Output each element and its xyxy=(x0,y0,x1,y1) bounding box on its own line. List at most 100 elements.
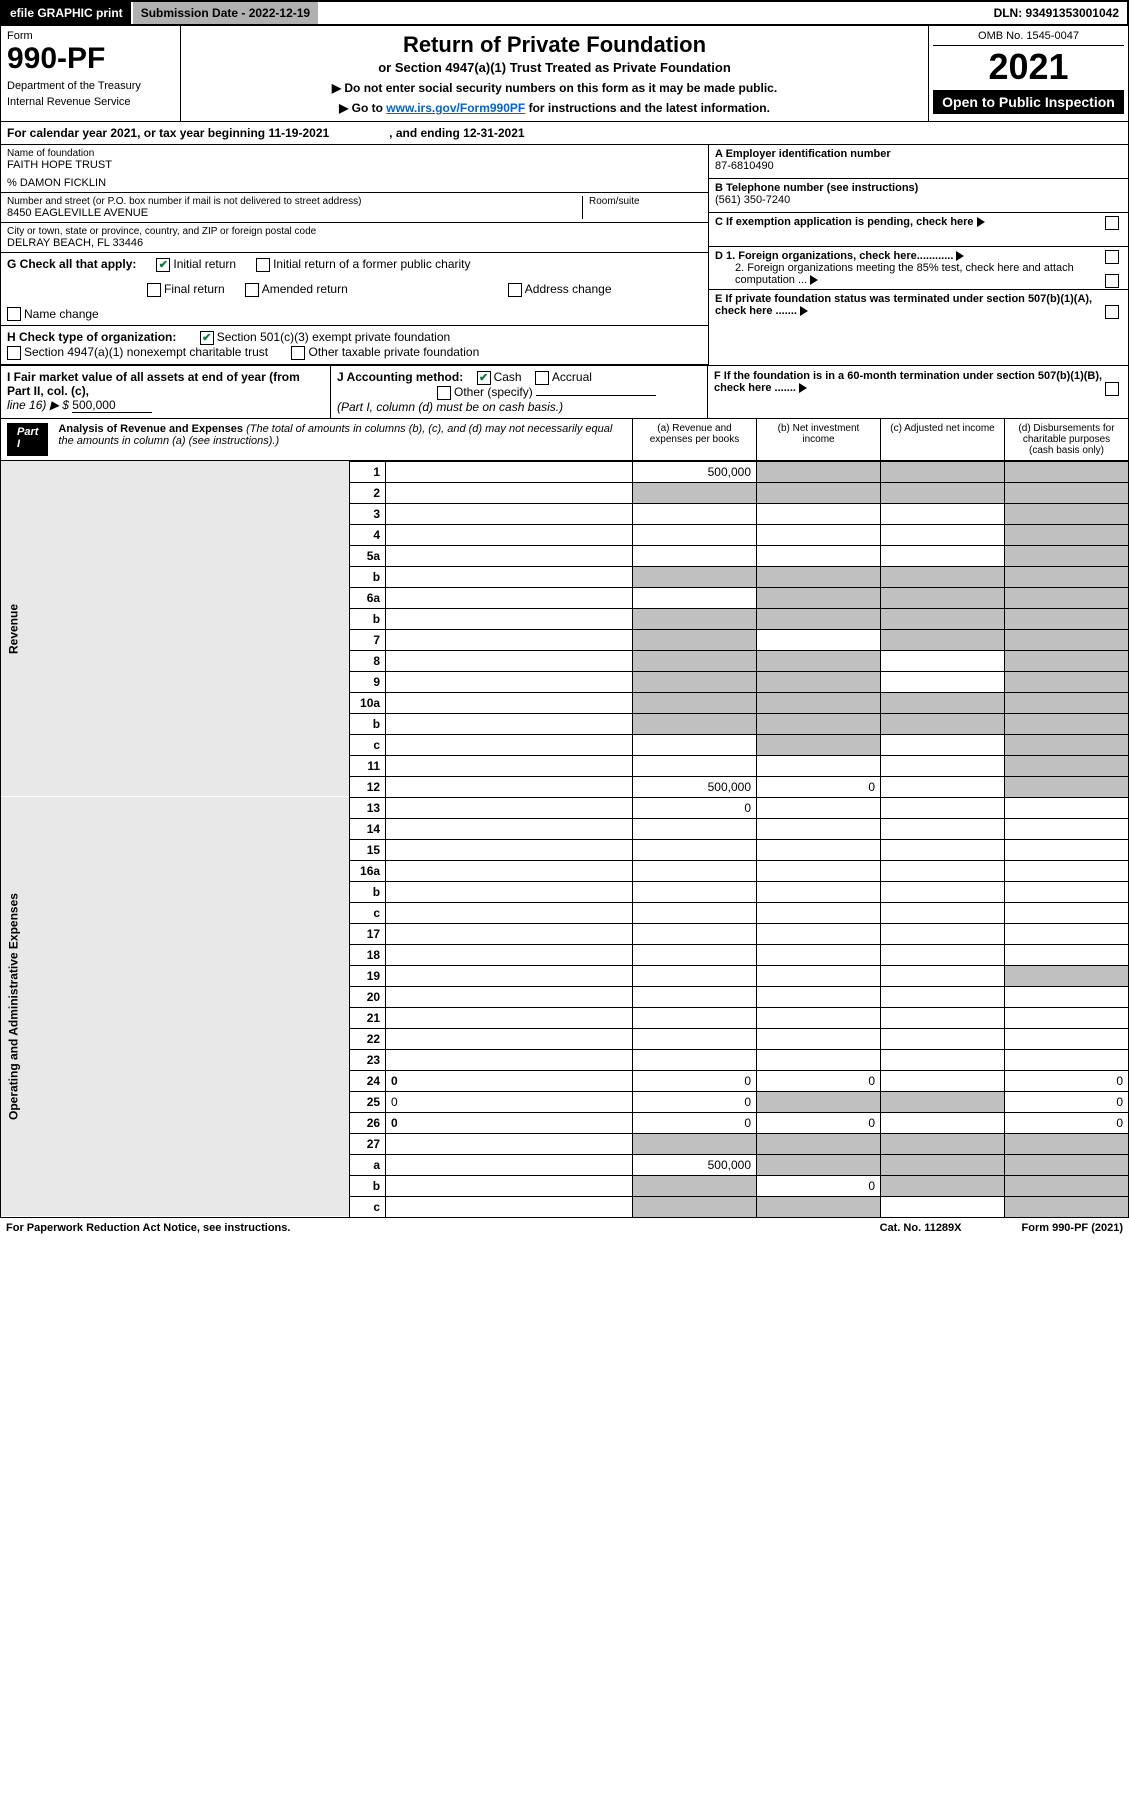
value-cell xyxy=(1005,1175,1129,1196)
value-cell xyxy=(633,692,757,713)
value-cell: 500,000 xyxy=(633,776,757,797)
form-subtitle: or Section 4947(a)(1) Trust Treated as P… xyxy=(187,60,922,75)
value-cell xyxy=(633,944,757,965)
care-of: % DAMON FICKLIN xyxy=(7,177,702,189)
check-other-method[interactable] xyxy=(437,386,451,400)
line-description xyxy=(386,608,633,629)
line-number: c xyxy=(350,734,386,755)
check-e[interactable] xyxy=(1105,305,1119,319)
line-number: 18 xyxy=(350,944,386,965)
value-cell: 0 xyxy=(757,1175,881,1196)
line-number: 25 xyxy=(350,1091,386,1112)
check-501c3[interactable]: ✔ xyxy=(200,331,214,345)
ein: 87-6810490 xyxy=(715,160,1122,172)
line-description xyxy=(386,881,633,902)
value-cell xyxy=(633,608,757,629)
value-cell xyxy=(1005,566,1129,587)
line-description xyxy=(386,776,633,797)
value-cell xyxy=(1005,986,1129,1007)
value-cell xyxy=(1005,482,1129,503)
value-cell xyxy=(1005,881,1129,902)
irs-link[interactable]: www.irs.gov/Form990PF xyxy=(386,101,525,115)
value-cell xyxy=(881,566,1005,587)
section-h: H Check type of organization: ✔Section 5… xyxy=(1,326,708,365)
value-cell xyxy=(633,1028,757,1049)
line-number: 26 xyxy=(350,1112,386,1133)
open-to-public: Open to Public Inspection xyxy=(933,90,1124,114)
line-number: 23 xyxy=(350,1049,386,1070)
check-4947[interactable] xyxy=(7,346,21,360)
check-d1[interactable] xyxy=(1105,250,1119,264)
value-cell xyxy=(757,944,881,965)
page-footer: For Paperwork Reduction Act Notice, see … xyxy=(0,1218,1129,1238)
check-final[interactable] xyxy=(147,283,161,297)
check-amended[interactable] xyxy=(245,283,259,297)
phone: (561) 350-7240 xyxy=(715,194,1122,206)
value-cell xyxy=(1005,776,1129,797)
value-cell xyxy=(633,1133,757,1154)
check-accrual[interactable] xyxy=(535,371,549,385)
check-f[interactable] xyxy=(1105,382,1119,396)
line-number: 9 xyxy=(350,671,386,692)
value-cell xyxy=(757,986,881,1007)
part1-title: Analysis of Revenue and Expenses xyxy=(58,423,243,435)
info-right: A Employer identification number 87-6810… xyxy=(708,145,1128,365)
value-cell xyxy=(1005,608,1129,629)
line-number: 15 xyxy=(350,839,386,860)
line-number: b xyxy=(350,1175,386,1196)
form-note1: ▶ Do not enter social security numbers o… xyxy=(187,81,922,95)
line-description xyxy=(386,902,633,923)
value-cell: 0 xyxy=(1005,1112,1129,1133)
line-description xyxy=(386,587,633,608)
value-cell xyxy=(881,587,1005,608)
check-c[interactable] xyxy=(1105,216,1119,230)
value-cell xyxy=(1005,461,1129,482)
value-cell xyxy=(1005,839,1129,860)
line-description xyxy=(386,965,633,986)
footer-left: For Paperwork Reduction Act Notice, see … xyxy=(6,1222,290,1234)
line-number: 24 xyxy=(350,1070,386,1091)
city-cell: City or town, state or province, country… xyxy=(1,223,708,253)
line-description xyxy=(386,461,633,482)
value-cell xyxy=(881,818,1005,839)
value-cell: 500,000 xyxy=(633,1154,757,1175)
value-cell xyxy=(1005,923,1129,944)
line-number: b xyxy=(350,713,386,734)
efile-button[interactable]: efile GRAPHIC print xyxy=(2,2,133,24)
d-cell: D 1. Foreign organizations, check here..… xyxy=(709,247,1128,290)
form-word: Form xyxy=(7,30,174,42)
check-other-taxable[interactable] xyxy=(291,346,305,360)
street-address: 8450 EAGLEVILLE AVENUE xyxy=(7,207,582,219)
value-cell: 0 xyxy=(633,1091,757,1112)
value-cell xyxy=(1005,734,1129,755)
value-cell xyxy=(757,545,881,566)
check-cash[interactable]: ✔ xyxy=(477,371,491,385)
value-cell xyxy=(757,881,881,902)
value-cell xyxy=(757,608,881,629)
value-cell xyxy=(757,671,881,692)
value-cell xyxy=(757,1154,881,1175)
value-cell: 0 xyxy=(757,1070,881,1091)
value-cell xyxy=(1005,587,1129,608)
line-description xyxy=(386,797,633,818)
line-number: 1 xyxy=(350,461,386,482)
line-description xyxy=(386,650,633,671)
value-cell xyxy=(633,713,757,734)
section-f: F If the foundation is in a 60-month ter… xyxy=(708,366,1128,418)
arrow-icon xyxy=(810,275,818,285)
form-header: Form 990-PF Department of the Treasury I… xyxy=(0,26,1129,122)
value-cell xyxy=(757,629,881,650)
check-initial[interactable]: ✔ xyxy=(156,258,170,272)
line-number: 2 xyxy=(350,482,386,503)
value-cell xyxy=(757,755,881,776)
check-addr-change[interactable] xyxy=(508,283,522,297)
g-label: G Check all that apply: xyxy=(7,257,136,272)
check-initial-former[interactable] xyxy=(256,258,270,272)
check-d2[interactable] xyxy=(1105,274,1119,288)
table-row: Revenue1500,000 xyxy=(1,461,1129,482)
value-cell xyxy=(881,1028,1005,1049)
arrow-icon xyxy=(800,306,808,316)
check-name-change[interactable] xyxy=(7,307,21,321)
value-cell xyxy=(881,671,1005,692)
h-label: H Check type of organization: xyxy=(7,330,176,344)
